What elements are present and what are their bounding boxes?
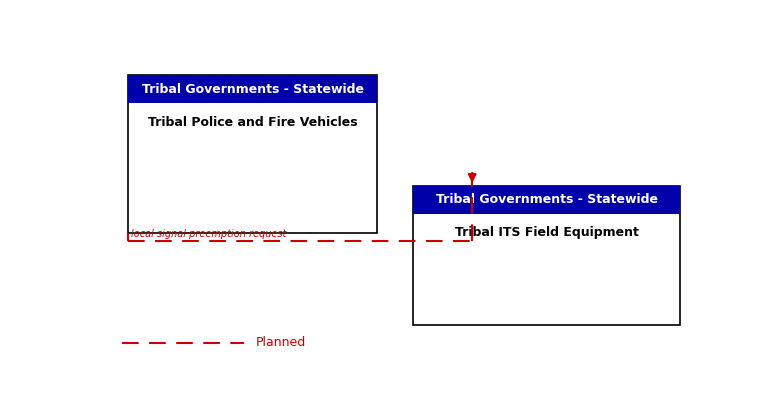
Text: Tribal Governments - Statewide: Tribal Governments - Statewide	[142, 82, 363, 96]
Text: local signal preemption request: local signal preemption request	[132, 229, 287, 239]
Text: Tribal Police and Fire Vehicles: Tribal Police and Fire Vehicles	[148, 116, 357, 129]
Bar	[413, 186, 680, 325]
Text: Tribal ITS Field Equipment: Tribal ITS Field Equipment	[455, 227, 639, 239]
Bar	[128, 75, 377, 103]
Text: Tribal Governments - Statewide: Tribal Governments - Statewide	[436, 193, 658, 206]
Bar	[128, 75, 377, 234]
Text: Planned: Planned	[256, 336, 306, 349]
Bar	[413, 186, 680, 214]
